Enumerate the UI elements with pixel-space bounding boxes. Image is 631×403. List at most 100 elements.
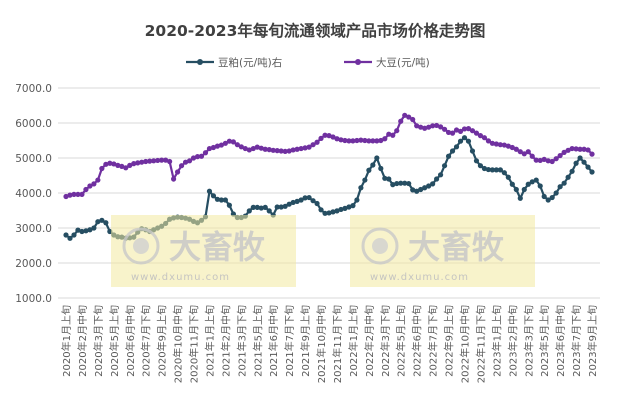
data-point [202, 150, 209, 156]
data-point [414, 123, 420, 129]
data-point [71, 232, 77, 238]
data-point [477, 163, 484, 169]
data-point [394, 180, 400, 187]
data-point [529, 153, 535, 159]
data-point [557, 184, 563, 190]
data-point [545, 197, 551, 203]
data-point [254, 204, 260, 210]
data-point [370, 138, 376, 144]
x-tick-label: 2023年5月上旬 [538, 305, 551, 377]
data-point [286, 201, 292, 207]
data-point [461, 135, 468, 141]
x-tick-label: 2022年11月下旬 [474, 305, 487, 383]
data-point [418, 186, 424, 193]
data-point [481, 135, 488, 141]
data-point [469, 148, 476, 154]
x-tick-label: 2023年3月下旬 [522, 305, 535, 377]
data-point [422, 185, 428, 191]
data-point [465, 138, 472, 144]
x-tick-label: 2021年10月中旬 [315, 305, 328, 383]
data-point [294, 198, 300, 204]
data-point [449, 148, 456, 154]
data-point [489, 167, 495, 173]
data-point [589, 151, 595, 157]
watermark-url: www.dxumu.com [131, 272, 230, 283]
data-point [374, 138, 380, 144]
data-point [461, 126, 468, 132]
data-point [75, 191, 81, 197]
x-tick-label: 2023年9月上旬 [586, 305, 599, 377]
x-tick-label: 2023年1月上旬 [490, 305, 503, 377]
data-point [473, 158, 480, 164]
legend-item: 大豆(元/吨) [344, 56, 430, 69]
data-point [170, 176, 177, 182]
data-point [302, 195, 308, 201]
data-point [103, 161, 109, 167]
data-point [441, 163, 448, 169]
data-point [402, 180, 408, 186]
data-point [330, 209, 336, 215]
legend-label: 豆粕(元/吨)右 [218, 56, 282, 69]
data-point [521, 151, 527, 157]
data-point [115, 162, 121, 168]
data-point [517, 195, 523, 201]
data-point [230, 139, 236, 145]
data-point [557, 152, 563, 159]
data-point [278, 204, 284, 210]
data-point [382, 175, 388, 181]
data-point [322, 132, 328, 138]
data-point [382, 136, 388, 142]
data-point [485, 166, 492, 173]
data-point [218, 197, 225, 203]
data-point [290, 199, 296, 206]
data-point [226, 202, 232, 208]
data-point [167, 158, 173, 165]
data-point [274, 204, 280, 210]
data-point [366, 138, 372, 144]
x-tick-label: 2020年11月下旬 [188, 305, 201, 383]
data-point [234, 142, 240, 148]
data-point [87, 227, 93, 233]
data-point [485, 138, 492, 144]
legend: 豆粕(元/吨)右 大豆(元/吨) [186, 56, 430, 69]
data-point [182, 159, 189, 165]
data-point [67, 192, 73, 198]
data-point [258, 145, 264, 151]
watermark: 大畜牧 www.dxumu.com [350, 215, 535, 287]
data-point [342, 205, 348, 211]
data-point [537, 157, 543, 164]
x-tick-label: 2020年1月上旬 [60, 305, 73, 377]
data-point [358, 185, 364, 191]
data-point [565, 147, 571, 153]
data-point [445, 129, 452, 136]
x-tick-label: 2022年3月下旬 [379, 305, 392, 377]
data-point [481, 165, 488, 172]
data-point [378, 137, 384, 144]
data-point [258, 205, 264, 211]
data-point [449, 130, 456, 136]
data-point [310, 198, 316, 204]
x-tick-label: 2020年10月中旬 [172, 305, 185, 383]
data-point [394, 128, 400, 134]
x-tick-label: 2020年6月中旬 [124, 305, 137, 377]
data-point [95, 177, 101, 183]
x-tick-label: 2022年7月下旬 [427, 305, 440, 377]
data-point [509, 181, 515, 187]
data-point [581, 146, 587, 152]
data-point [210, 193, 217, 199]
data-point [426, 183, 432, 189]
data-point [310, 142, 316, 148]
x-tick-label: 2023年7月下旬 [570, 305, 583, 377]
data-point [513, 186, 519, 193]
data-point [529, 179, 535, 185]
data-point [178, 163, 185, 169]
x-tick-label: 2020年2月中旬 [76, 305, 89, 377]
data-point [398, 118, 404, 124]
data-point [378, 165, 384, 172]
x-tick-label: 2023年6月中旬 [554, 305, 567, 377]
data-point [406, 114, 412, 120]
watermark-url: www.dxumu.com [370, 272, 469, 283]
y-tick-label: 5000.0 [15, 153, 52, 165]
legend-marker [355, 59, 361, 65]
data-point [553, 190, 559, 196]
